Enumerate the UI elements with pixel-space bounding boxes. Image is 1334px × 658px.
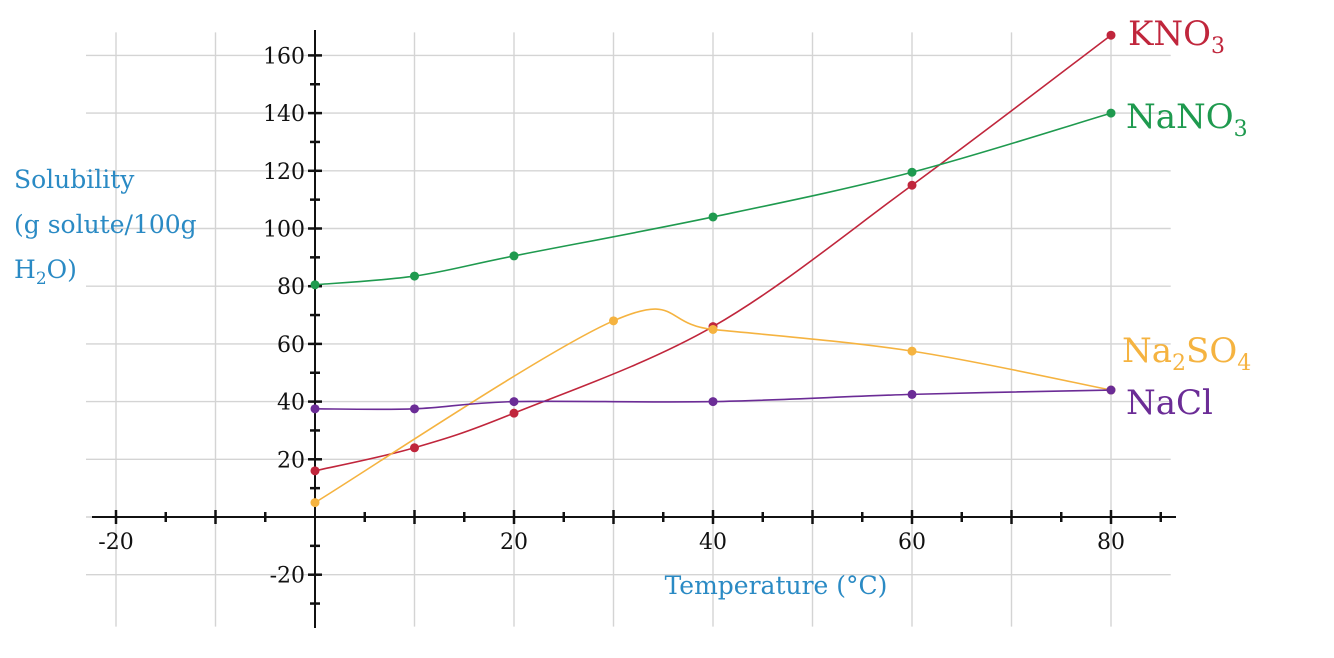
y-tick-label: 140 xyxy=(263,102,305,127)
x-tick-label: 40 xyxy=(699,530,727,555)
y-axis-title-line-2: (g solute/100g xyxy=(14,210,197,239)
x-tick-label: 80 xyxy=(1097,530,1125,555)
data-point-nacl xyxy=(310,404,320,414)
data-point-nacl xyxy=(1106,385,1116,395)
x-axis-title: Temperature (°C) xyxy=(665,571,888,600)
x-tick-label: 60 xyxy=(898,530,926,555)
data-point-nano3 xyxy=(708,212,718,222)
axis-titles: Solubility (g solute/100g H2O) Temperatu… xyxy=(14,165,887,600)
data-point-nano3 xyxy=(907,167,917,177)
data-point-kno3 xyxy=(410,443,419,453)
y-axis-title-line-1: Solubility xyxy=(14,165,135,194)
grid xyxy=(86,32,1171,627)
y-tick-label: -20 xyxy=(270,564,305,589)
data-point-kno3 xyxy=(509,408,519,418)
tick-labels: -20 20 40 60 80 -20 20 40 60 80 100 120 140 160 xyxy=(98,44,1125,588)
data-point-nano3 xyxy=(310,280,320,290)
y-tick-label: 160 xyxy=(263,44,305,69)
data-point-nano3 xyxy=(509,251,519,261)
data-point-kno3 xyxy=(1106,30,1116,40)
data-point-nano3 xyxy=(1106,108,1116,118)
data-point-nacl xyxy=(509,397,519,407)
y-tick-label: 120 xyxy=(263,160,305,185)
data-point-nacl xyxy=(708,397,718,407)
x-tick-label: 20 xyxy=(500,530,528,555)
y-axis-title-line-3: H2O) xyxy=(14,255,77,289)
y-tick-label: 60 xyxy=(277,333,305,358)
series-label-nano3: NaNO3 xyxy=(1126,97,1248,142)
data-point-nacl xyxy=(410,404,419,414)
y-tick-label: 20 xyxy=(277,448,305,473)
series-label-na2so4: Na2SO4 xyxy=(1122,331,1251,376)
data-point-nacl xyxy=(907,389,917,399)
data-point-na2so4 xyxy=(907,346,917,356)
data-point-kno3 xyxy=(310,466,320,476)
y-tick-label: 80 xyxy=(277,275,305,300)
series-label-nacl: NaCl xyxy=(1126,383,1213,423)
series-label-kno3: KNO3 xyxy=(1128,14,1225,59)
y-tick-label: 40 xyxy=(277,391,305,416)
data-point-kno3 xyxy=(907,180,917,190)
axes xyxy=(92,30,1176,628)
series-labels: KNO3 NaNO3 Na2SO4 NaCl xyxy=(1122,14,1251,423)
data-point-nano3 xyxy=(410,271,419,281)
y-tick-label: 100 xyxy=(263,218,305,243)
data-point-na2so4 xyxy=(708,324,718,334)
series-group xyxy=(310,30,1116,508)
x-tick-label: -20 xyxy=(98,530,133,555)
data-point-na2so4 xyxy=(310,498,320,508)
data-point-na2so4 xyxy=(609,316,618,326)
